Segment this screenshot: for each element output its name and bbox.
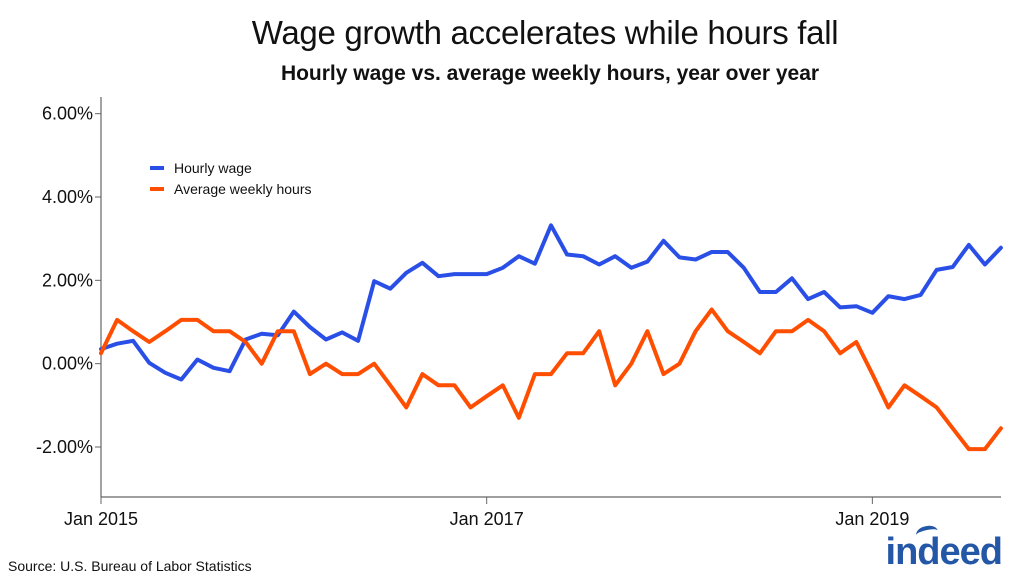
legend-label: Hourly wage bbox=[174, 160, 252, 176]
chart-legend: Hourly wage Average weekly hours bbox=[150, 160, 311, 197]
y-tick-label: 0.00% bbox=[42, 354, 93, 374]
series-line-hourly-wage bbox=[99, 223, 1003, 382]
chart-subtitle: Hourly wage vs. average weekly hours, ye… bbox=[280, 62, 820, 85]
source-note: Source: U.S. Bureau of Labor Statistics bbox=[8, 558, 252, 574]
chart-series bbox=[99, 223, 1003, 452]
x-tick-label: Jan 2015 bbox=[64, 509, 138, 529]
y-tick-label: -2.00% bbox=[36, 437, 93, 457]
legend-label: Average weekly hours bbox=[174, 181, 311, 197]
y-tick-label: 6.00% bbox=[42, 104, 93, 124]
series-line-average-weekly-hours bbox=[99, 307, 1003, 452]
chart-title: Wage growth accelerates while hours fall bbox=[251, 14, 839, 51]
x-tick-label: Jan 2017 bbox=[450, 509, 524, 529]
chart-axes: -2.00% 0.00% 2.00% 4.00% 6.00% Jan 2015 Jan 20… bbox=[36, 97, 1001, 529]
indeed-logo: indeed bbox=[885, 531, 1003, 573]
y-tick-label: 4.00% bbox=[42, 187, 93, 207]
y-tick-label: 2.00% bbox=[42, 270, 93, 290]
x-tick-label: Jan 2019 bbox=[835, 509, 909, 529]
